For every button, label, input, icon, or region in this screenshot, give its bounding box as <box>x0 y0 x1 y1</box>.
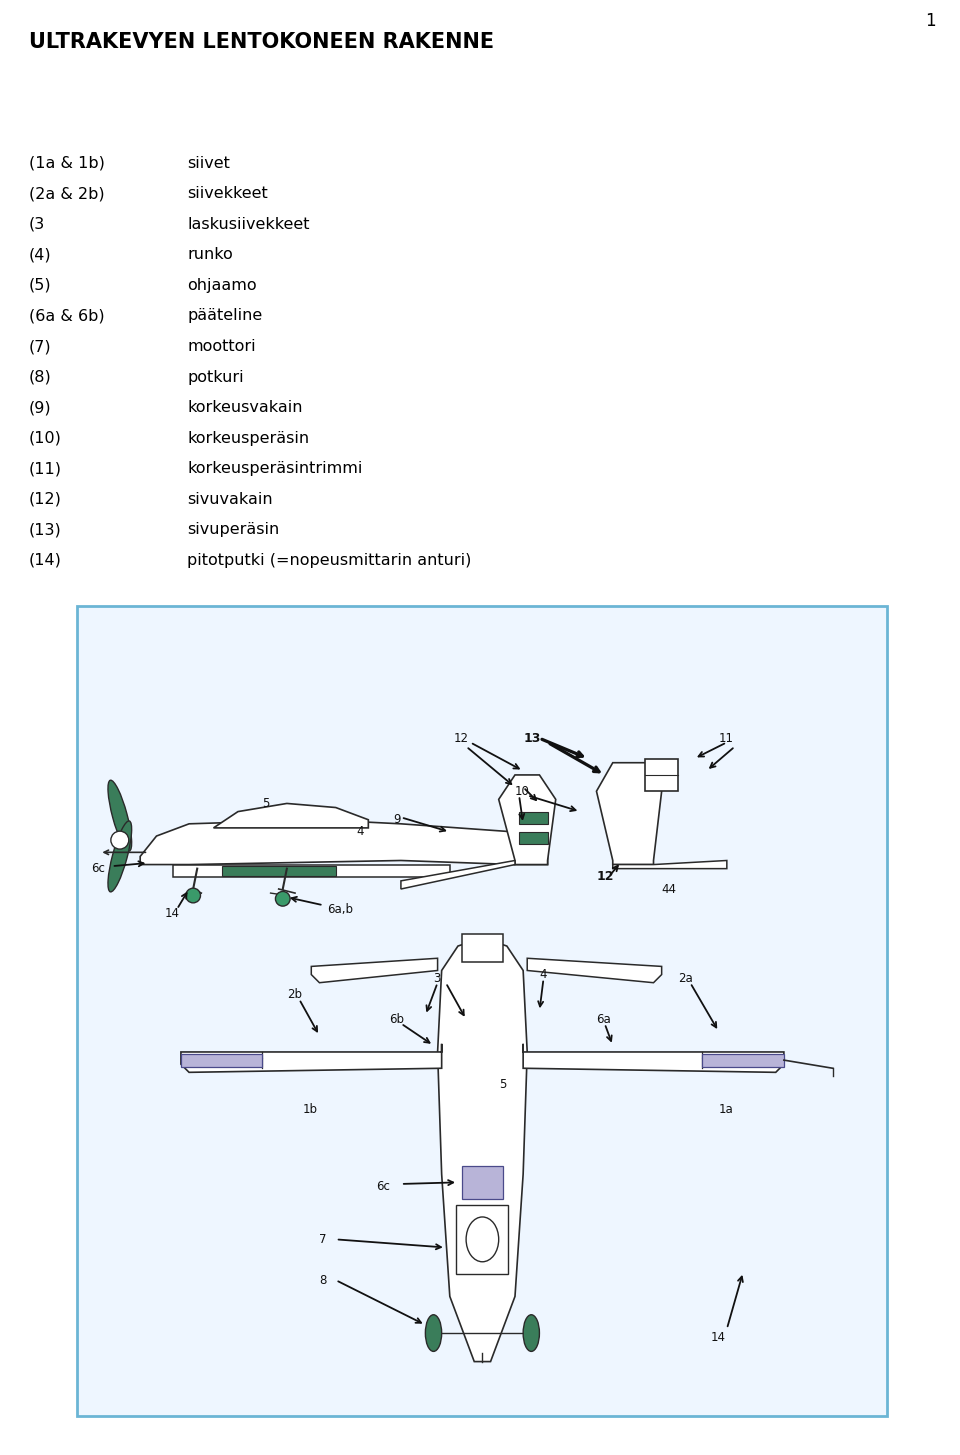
Text: (10): (10) <box>29 431 61 445</box>
Ellipse shape <box>467 1216 498 1261</box>
Text: 1b: 1b <box>303 1103 318 1116</box>
FancyBboxPatch shape <box>462 1165 503 1199</box>
Text: pitotputki (=nopeusmittarin anturi): pitotputki (=nopeusmittarin anturi) <box>187 553 471 567</box>
Polygon shape <box>498 776 556 864</box>
Text: 13: 13 <box>523 732 540 745</box>
Text: potkuri: potkuri <box>187 370 244 384</box>
Ellipse shape <box>425 1315 442 1352</box>
Text: 6a,b: 6a,b <box>327 904 353 915</box>
Text: ULTRAKEVYEN LENTOKONEEN RAKENNE: ULTRAKEVYEN LENTOKONEEN RAKENNE <box>29 32 494 52</box>
Text: (8): (8) <box>29 370 52 384</box>
Text: sivuperäsin: sivuperäsin <box>187 522 279 537</box>
Text: 11: 11 <box>719 732 733 745</box>
Text: moottori: moottori <box>187 339 255 354</box>
Text: 4: 4 <box>540 968 547 981</box>
Text: pääteline: pääteline <box>187 308 262 323</box>
FancyBboxPatch shape <box>645 758 678 792</box>
FancyBboxPatch shape <box>462 934 503 962</box>
Text: 4: 4 <box>356 825 364 838</box>
Text: (14): (14) <box>29 553 61 567</box>
Text: 6c: 6c <box>91 863 106 874</box>
Polygon shape <box>527 959 661 982</box>
Circle shape <box>276 892 290 906</box>
Polygon shape <box>180 1043 442 1072</box>
Text: laskusiivekkeet: laskusiivekkeet <box>187 217 310 231</box>
Polygon shape <box>438 938 527 1362</box>
FancyBboxPatch shape <box>180 1053 262 1068</box>
Text: (5): (5) <box>29 278 52 292</box>
Text: 7: 7 <box>320 1232 327 1245</box>
Text: 10: 10 <box>515 784 530 797</box>
Text: korkeusperäsintrimmi: korkeusperäsintrimmi <box>187 461 363 476</box>
Polygon shape <box>173 864 450 877</box>
Ellipse shape <box>108 780 132 851</box>
FancyBboxPatch shape <box>519 812 547 824</box>
Text: 12: 12 <box>454 732 468 745</box>
Ellipse shape <box>523 1315 540 1352</box>
Text: (4): (4) <box>29 247 52 262</box>
Text: siivekkeet: siivekkeet <box>187 186 268 201</box>
Text: 5: 5 <box>498 1078 506 1091</box>
Text: 2b: 2b <box>287 988 301 1001</box>
FancyBboxPatch shape <box>703 1053 784 1068</box>
Text: siivet: siivet <box>187 156 230 170</box>
Polygon shape <box>401 860 515 889</box>
Ellipse shape <box>108 821 132 892</box>
Text: (11): (11) <box>29 461 61 476</box>
Text: (9): (9) <box>29 400 52 415</box>
FancyBboxPatch shape <box>222 866 336 876</box>
Text: (2a & 2b): (2a & 2b) <box>29 186 105 201</box>
Text: 6b: 6b <box>389 1013 404 1026</box>
Text: 14: 14 <box>710 1331 726 1343</box>
FancyBboxPatch shape <box>78 607 887 1416</box>
Text: sivuvakain: sivuvakain <box>187 492 273 506</box>
Text: (12): (12) <box>29 492 61 506</box>
Circle shape <box>110 831 129 850</box>
Polygon shape <box>523 1043 784 1072</box>
Polygon shape <box>311 959 438 982</box>
Text: 8: 8 <box>320 1273 326 1286</box>
Text: (6a & 6b): (6a & 6b) <box>29 308 105 323</box>
Text: korkeusvakain: korkeusvakain <box>187 400 302 415</box>
Text: 3: 3 <box>434 972 441 985</box>
Text: 9: 9 <box>393 813 400 826</box>
Circle shape <box>186 888 201 904</box>
Polygon shape <box>612 860 727 869</box>
Text: (3: (3 <box>29 217 45 231</box>
Text: 44: 44 <box>661 883 677 895</box>
Text: 1: 1 <box>925 12 936 29</box>
Text: 6a: 6a <box>596 1013 612 1026</box>
Polygon shape <box>213 803 369 828</box>
Polygon shape <box>596 762 661 864</box>
FancyBboxPatch shape <box>456 1205 509 1273</box>
Text: runko: runko <box>187 247 233 262</box>
Text: korkeusperäsin: korkeusperäsin <box>187 431 309 445</box>
Text: 2a: 2a <box>678 972 693 985</box>
Text: 6c: 6c <box>376 1180 391 1193</box>
Text: 5: 5 <box>262 797 270 810</box>
Polygon shape <box>140 819 547 864</box>
Text: ohjaamo: ohjaamo <box>187 278 257 292</box>
Text: (13): (13) <box>29 522 61 537</box>
FancyBboxPatch shape <box>519 832 547 844</box>
Text: (7): (7) <box>29 339 52 354</box>
Text: (1a & 1b): (1a & 1b) <box>29 156 105 170</box>
Text: 12: 12 <box>596 870 614 883</box>
Text: 14: 14 <box>164 906 180 920</box>
Text: 1a: 1a <box>719 1103 733 1116</box>
